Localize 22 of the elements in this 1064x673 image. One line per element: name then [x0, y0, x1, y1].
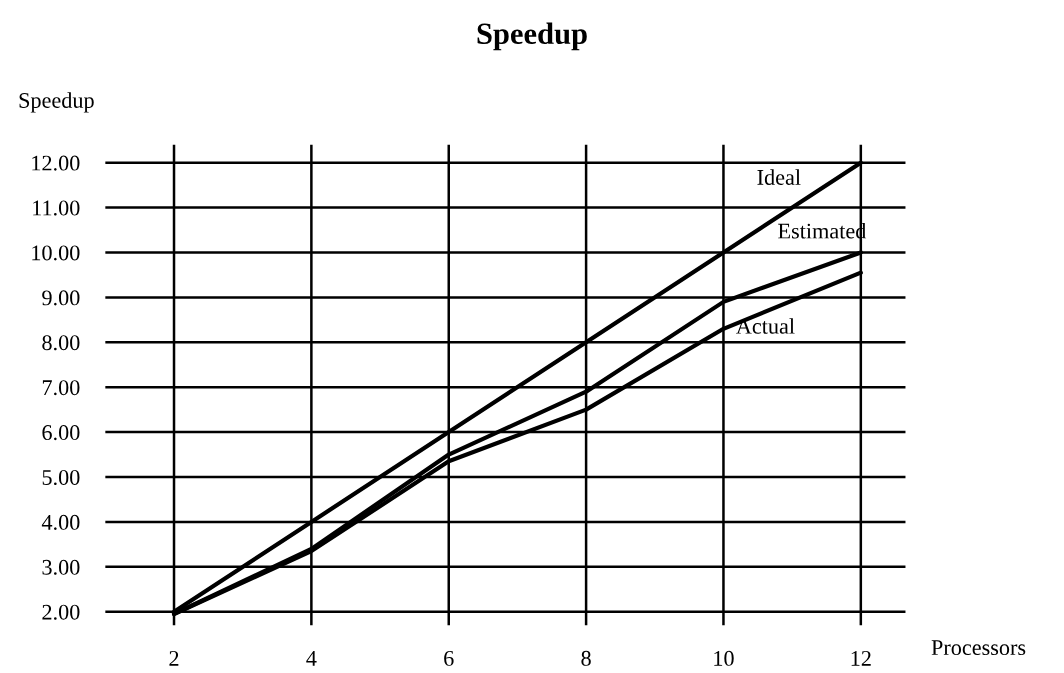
- y-tick-label: 4.00: [41, 514, 80, 530]
- x-tick-label: 12: [851, 650, 871, 666]
- y-tick-label: 12.00: [32, 155, 80, 171]
- y-tick-label: 6.00: [42, 425, 80, 441]
- y-tick-label: 11.00: [33, 200, 80, 216]
- x-tick-label: 10: [714, 650, 734, 666]
- y-tick-label: 2.00: [42, 604, 80, 620]
- x-tick-label: 4: [306, 651, 317, 666]
- x-tick-label: 2: [169, 650, 179, 666]
- x-axis-title: Processors: [931, 640, 1026, 656]
- y-tick-label: 7.00: [42, 380, 80, 396]
- y-tick-label: 8.00: [42, 335, 80, 351]
- y-tick-label: 10.00: [32, 245, 80, 261]
- series-label: Actual: [736, 318, 795, 334]
- y-tick-label: 3.00: [42, 559, 80, 575]
- y-tick-label: 9.00: [42, 290, 80, 306]
- x-tick-label: 6: [444, 650, 454, 666]
- y-axis-title: Speedup: [19, 92, 94, 113]
- chart-title: Speedup: [477, 22, 587, 51]
- x-tick-label: 8: [581, 650, 591, 666]
- series-label: Ideal: [757, 169, 801, 185]
- y-tick-label: 5.00: [42, 469, 80, 486]
